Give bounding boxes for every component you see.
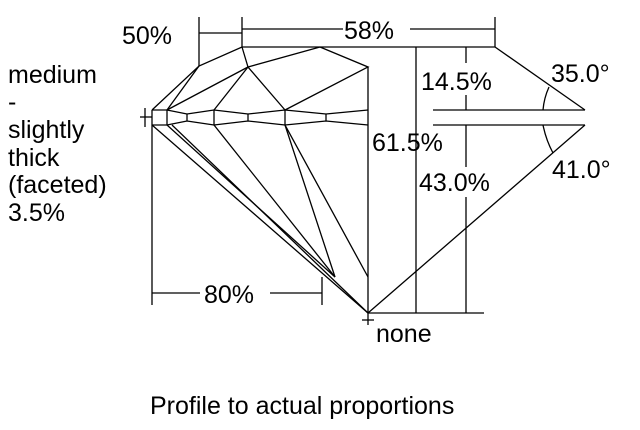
table-label: 58% (344, 17, 394, 45)
culet-label: none (376, 320, 432, 348)
pavilion-depth-label: 43.0% (419, 169, 490, 197)
girdle-label-line: - (8, 88, 16, 116)
diamond-outline (140, 46, 586, 325)
girdle-label-line: (faceted) (8, 171, 107, 199)
labels: 50% 58% 14.5% 35.0° 61.5% 43.0% 41.0° 80… (8, 17, 611, 420)
dimension-lines (151, 17, 554, 314)
total-depth-label: 61.5% (372, 129, 443, 157)
girdle-label: medium - slightly thick (faceted) 3.5% (8, 61, 107, 227)
crown-depth-label: 14.5% (421, 68, 492, 96)
crown-height-label: 50% (122, 22, 172, 50)
lower-half-label: 80% (204, 281, 254, 309)
girdle-label-line: medium (8, 61, 97, 89)
crown-angle-label: 35.0° (551, 60, 610, 88)
girdle-label-line: thick (8, 144, 60, 172)
girdle-label-line: 3.5% (8, 199, 65, 227)
caption: Profile to actual proportions (150, 392, 454, 420)
girdle-label-line: slightly (8, 116, 85, 144)
pavilion-angle-label: 41.0° (552, 156, 611, 184)
